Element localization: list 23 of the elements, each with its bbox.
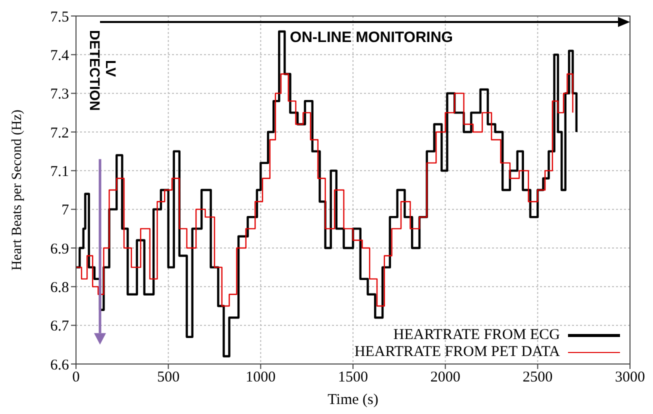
x-tick-label: 3000 bbox=[615, 370, 645, 386]
y-axis-title: Heart Beats per Second (Hz) bbox=[10, 109, 25, 270]
x-tick-label: 1500 bbox=[338, 370, 368, 386]
annotation: LV DETECTION bbox=[87, 30, 120, 111]
y-tick-label: 7.5 bbox=[50, 9, 69, 26]
y-tick-label: 7 bbox=[62, 202, 70, 219]
x-axis-title: Time (s) bbox=[328, 392, 378, 408]
y-tick-label: 6.6 bbox=[50, 357, 70, 374]
legend-label: HEARTRATE FROM PET DATA bbox=[354, 344, 560, 361]
y-tick-label: 7.4 bbox=[50, 48, 70, 64]
x-tick-label: 0 bbox=[72, 370, 80, 386]
y-tick-label: 7.2 bbox=[50, 125, 69, 142]
y-tick-label: 7.1 bbox=[50, 164, 69, 180]
y-tick-label: 6.7 bbox=[50, 318, 70, 335]
x-tick-label: 2500 bbox=[522, 370, 553, 386]
y-tick-label: 6.8 bbox=[50, 280, 69, 296]
x-tick-label: 500 bbox=[157, 370, 180, 386]
annotation: ON-LINE MONITORING bbox=[290, 29, 453, 46]
y-tick-label: 6.9 bbox=[50, 241, 69, 258]
y-tick-label: 7.3 bbox=[50, 86, 69, 103]
x-tick-label: 2000 bbox=[430, 370, 460, 386]
legend-label: HEARTRATE FROM ECG bbox=[393, 327, 560, 344]
x-tick-label: 1000 bbox=[246, 370, 276, 386]
